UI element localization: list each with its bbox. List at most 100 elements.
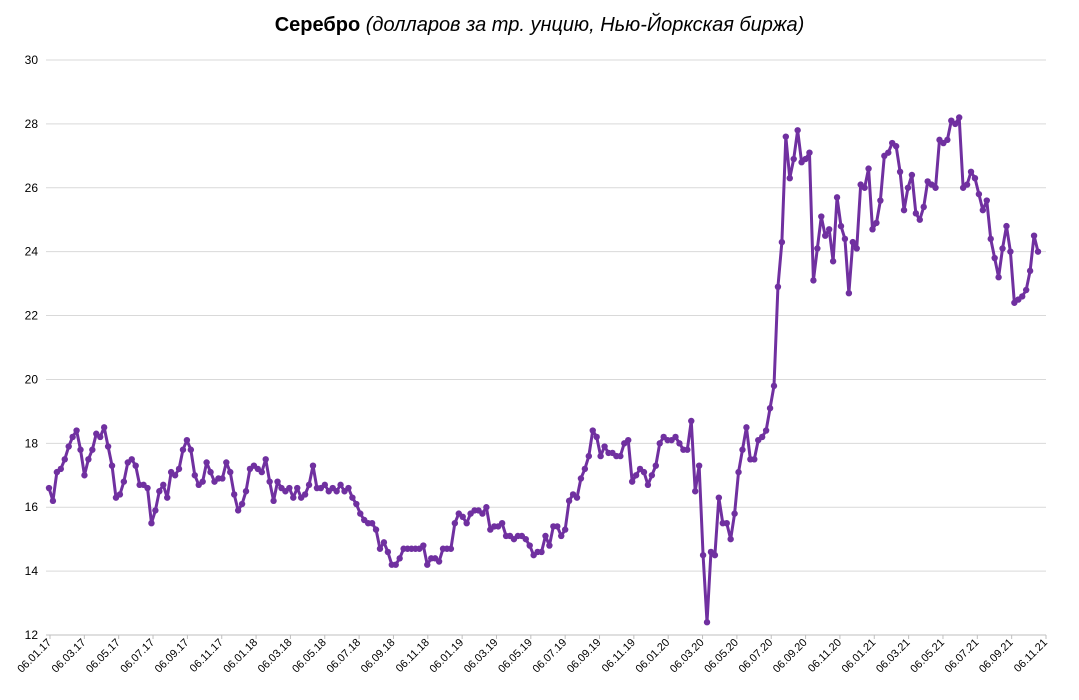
data-point xyxy=(223,459,230,466)
data-point xyxy=(703,619,711,626)
data-point xyxy=(207,468,214,476)
data-point xyxy=(715,494,723,501)
data-point xyxy=(699,551,707,559)
chart-title: Серебро (долларов за тр. унцию, Нью-Йорк… xyxy=(0,14,1079,37)
data-point xyxy=(790,155,797,163)
data-point xyxy=(77,446,84,453)
gridlines xyxy=(46,59,1046,572)
data-point xyxy=(156,488,163,495)
data-point xyxy=(814,245,821,252)
data-point xyxy=(766,404,774,412)
data-point xyxy=(782,133,790,140)
data-point xyxy=(999,245,1006,252)
data-point xyxy=(632,472,640,479)
y-tick-label: 16 xyxy=(25,500,39,514)
data-point xyxy=(148,519,155,527)
data-point xyxy=(885,149,892,156)
data-point xyxy=(353,500,360,508)
data-point xyxy=(837,222,845,230)
data-point xyxy=(900,206,908,214)
data-point xyxy=(108,462,116,469)
y-tick-label: 26 xyxy=(25,181,39,195)
x-tick-label: 06.01.19 xyxy=(427,637,466,676)
data-point xyxy=(644,481,652,489)
x-tick-label: 06.01.20 xyxy=(634,637,673,676)
data-point xyxy=(479,510,486,517)
data-point xyxy=(558,532,565,540)
data-point xyxy=(435,558,443,565)
data-point xyxy=(723,519,730,527)
data-point xyxy=(175,465,183,473)
y-tick-label: 24 xyxy=(25,245,39,259)
data-point xyxy=(1034,248,1042,255)
data-point xyxy=(585,452,593,460)
data-point xyxy=(849,238,857,246)
data-point xyxy=(601,443,608,450)
x-tick-label: 06.11.18 xyxy=(394,637,432,675)
data-point xyxy=(589,427,596,434)
x-tick-label: 06.03.19 xyxy=(462,637,501,676)
x-tick-label: 06.05.18 xyxy=(290,637,329,676)
x-tick-label: 06.03.20 xyxy=(668,637,707,676)
data-point xyxy=(104,443,112,450)
y-tick-label: 18 xyxy=(25,436,39,450)
data-point xyxy=(554,523,561,530)
x-tick-label: 06.09.18 xyxy=(359,637,398,676)
x-tick-label: 06.05.17 xyxy=(84,637,123,676)
data-point xyxy=(770,382,778,390)
data-point xyxy=(625,436,632,444)
data-point xyxy=(238,500,246,508)
series-line xyxy=(47,116,1040,624)
data-point xyxy=(802,155,809,163)
data-point xyxy=(242,488,250,495)
data-point xyxy=(294,484,301,492)
data-point xyxy=(187,446,195,453)
y-tick-label: 22 xyxy=(25,309,39,323)
data-point xyxy=(498,519,506,527)
data-point xyxy=(234,507,242,514)
data-point xyxy=(908,171,916,179)
x-tick-label: 06.07.20 xyxy=(737,637,776,676)
data-point xyxy=(912,210,920,217)
data-point xyxy=(869,226,876,233)
data-point xyxy=(546,542,553,549)
x-tick-label: 06.01.17 xyxy=(15,637,54,676)
data-point xyxy=(1026,267,1034,275)
data-point xyxy=(1030,232,1038,239)
data-point xyxy=(822,232,829,239)
data-point xyxy=(692,488,699,495)
data-point xyxy=(845,289,853,297)
data-point xyxy=(731,510,738,517)
data-point xyxy=(648,472,656,479)
data-point xyxy=(735,468,742,476)
data-point xyxy=(833,194,841,201)
data-point xyxy=(376,545,384,552)
data-point xyxy=(818,213,825,220)
data-point xyxy=(778,238,786,246)
data-point xyxy=(1007,248,1014,255)
data-point xyxy=(179,446,187,453)
data-point xyxy=(45,484,53,492)
data-point xyxy=(597,452,604,460)
x-tick-label: 06.09.20 xyxy=(771,637,810,676)
y-tick-label: 20 xyxy=(25,372,39,386)
data-point xyxy=(191,472,198,479)
data-point xyxy=(321,481,329,489)
data-point xyxy=(57,465,65,473)
data-point xyxy=(904,184,912,191)
data-point xyxy=(69,433,76,441)
data-point xyxy=(396,555,403,562)
data-point xyxy=(451,519,459,527)
data-point xyxy=(132,462,139,469)
y-tick-label: 28 xyxy=(25,117,39,131)
data-point xyxy=(944,136,951,144)
data-point xyxy=(301,491,309,498)
data-point xyxy=(447,545,455,552)
x-tick-label: 06.05.21 xyxy=(908,637,947,676)
data-point xyxy=(274,478,281,485)
data-point xyxy=(380,539,388,546)
data-point xyxy=(384,548,392,556)
data-point xyxy=(983,197,990,204)
data-point xyxy=(85,456,92,463)
